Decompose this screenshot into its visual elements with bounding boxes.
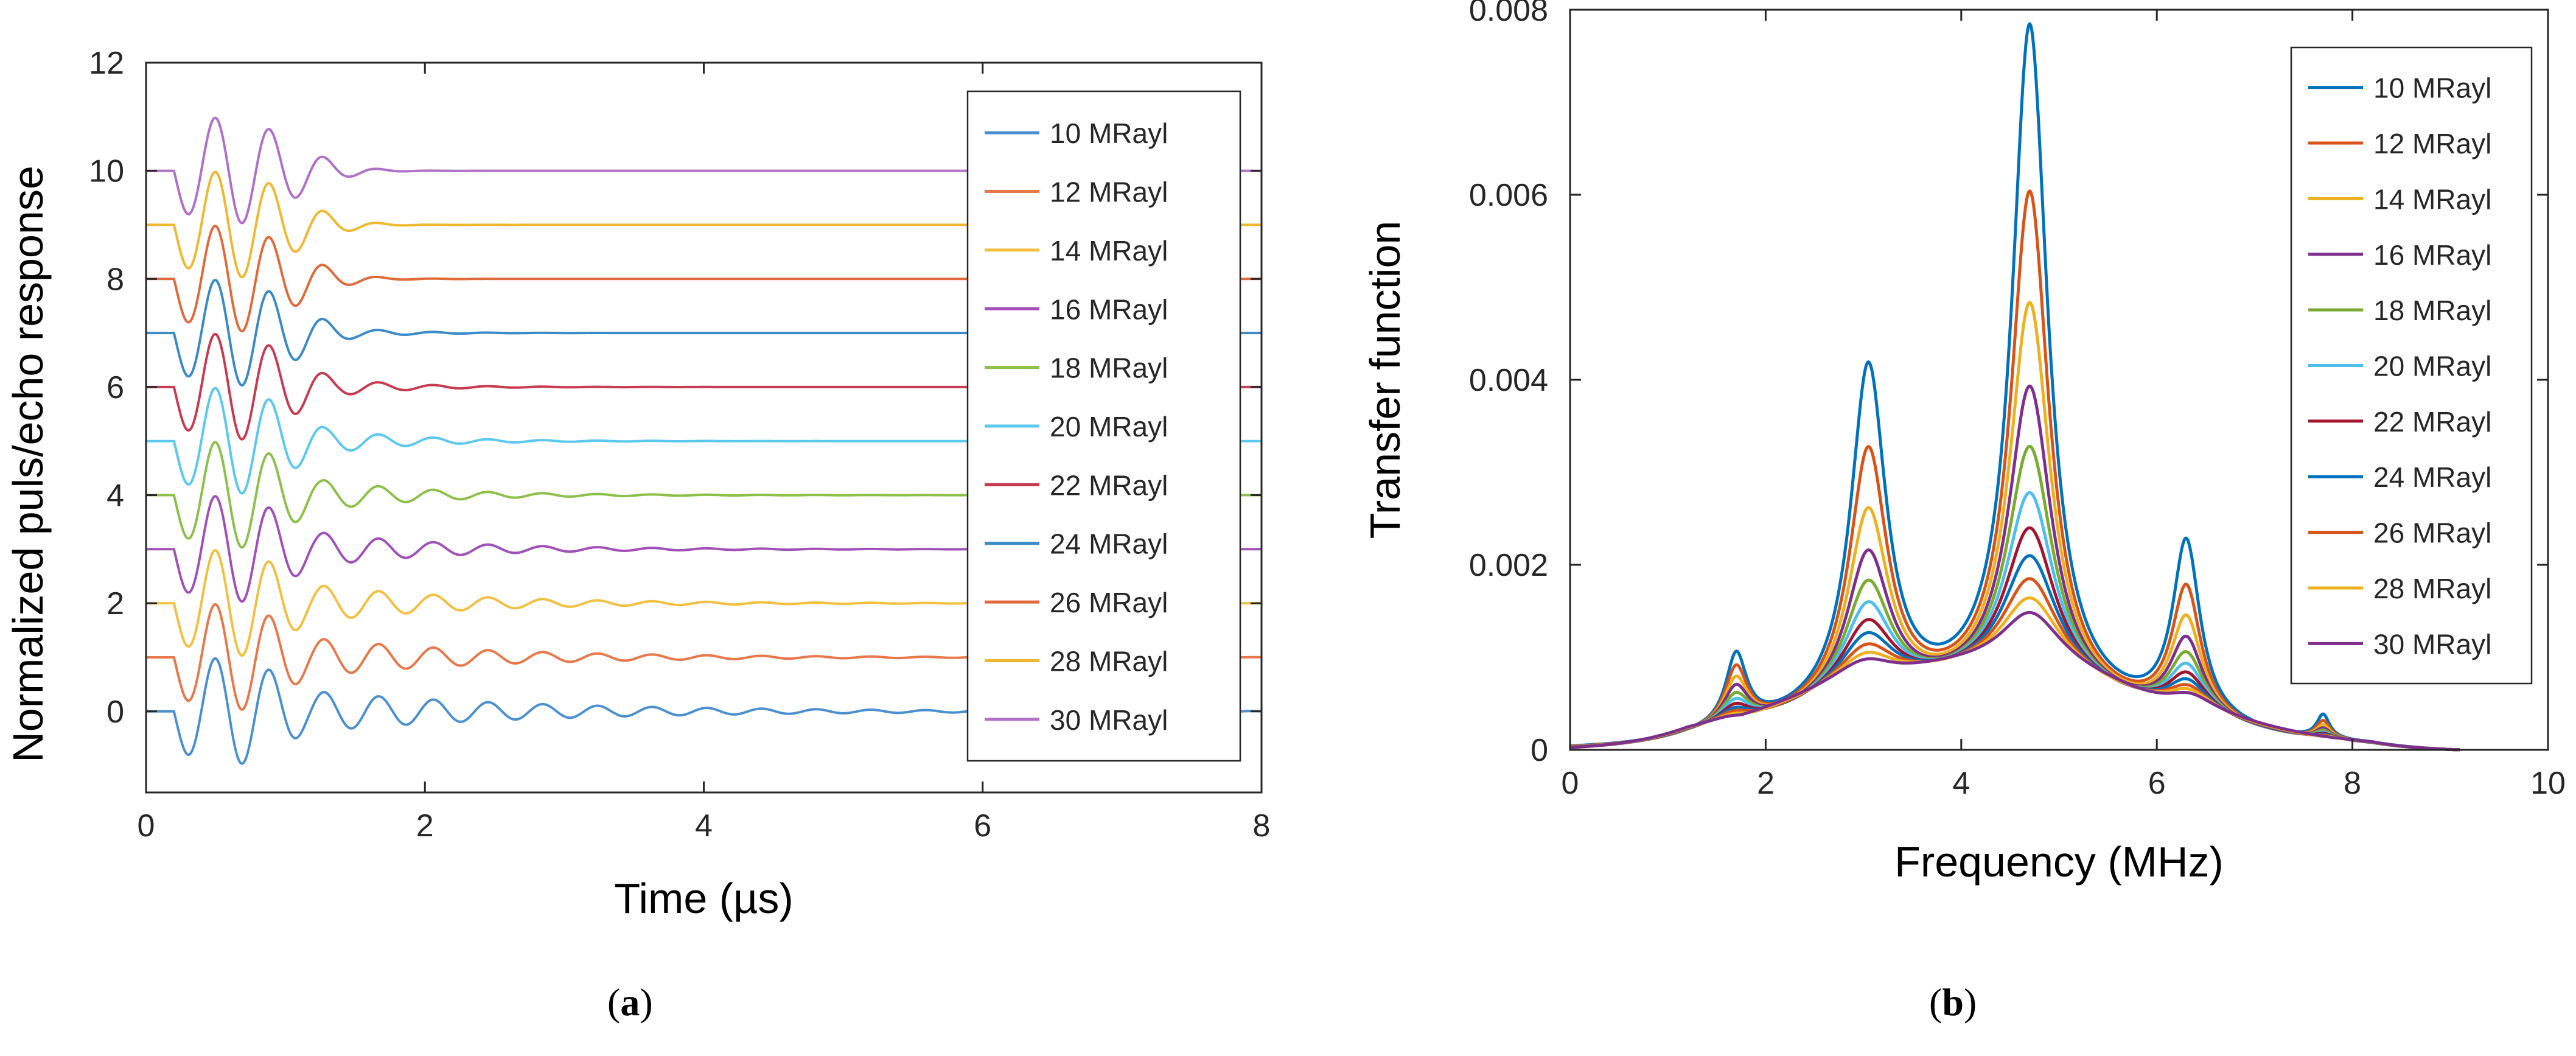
chart-a-legend-label: 16 MRayl <box>1050 293 1168 325</box>
caption-b: (b) <box>1929 980 1977 1025</box>
chart-a-legend-label: 26 MRayl <box>1050 587 1168 618</box>
chart-b-legend-label: 28 MRayl <box>2373 573 2491 604</box>
chart-b-x-tick-label: 6 <box>2148 766 2166 801</box>
chart-a-y-axis-label: Normalized puls/echo response <box>4 166 52 763</box>
chart-a-y-tick-label: 8 <box>106 262 124 297</box>
chart-a-y-tick-label: 2 <box>106 586 124 621</box>
chart-b-legend-label: 14 MRayl <box>2373 183 2491 215</box>
chart-b-y-tick-label: 0 <box>1531 733 1548 768</box>
chart-a-legend-label: 30 MRayl <box>1050 704 1168 736</box>
caption-a-open: ( <box>607 981 621 1024</box>
chart-a-x-tick-label: 2 <box>416 808 434 844</box>
chart-b-legend-label: 16 MRayl <box>2373 239 2491 271</box>
caption-a-letter: a <box>620 981 640 1024</box>
chart-b-x-axis-label: Frequency (MHz) <box>1894 838 2224 886</box>
chart-a-legend-label: 24 MRayl <box>1050 528 1168 560</box>
chart-b-legend-label: 22 MRayl <box>2373 406 2491 438</box>
chart-b-x-tick-label: 0 <box>1562 766 1579 801</box>
chart-a-legend-label: 18 MRayl <box>1050 352 1168 384</box>
chart-a-y-tick-label: 6 <box>106 370 124 405</box>
chart-b-legend-label: 30 MRayl <box>2373 628 2491 660</box>
chart-a-x-tick-label: 8 <box>1253 808 1271 844</box>
chart-b-y-tick-label: 0.002 <box>1469 548 1548 583</box>
chart-b-series-line <box>1569 610 2461 752</box>
chart-b: 0 2 4 6 8 10 0 0.002 0.004 0.006 0.008 Frequency (M… <box>1361 0 2566 886</box>
chart-b-y-tick-label: 0.008 <box>1469 0 1548 28</box>
caption-b-letter: b <box>1942 981 1964 1024</box>
chart-b-x-tick-label: 2 <box>1757 766 1775 801</box>
caption-a: (a) <box>607 980 653 1025</box>
chart-b-legend-label: 24 MRayl <box>2373 461 2491 493</box>
chart-a-y-tick-label: 10 <box>89 154 124 189</box>
chart-a-y-tick-label: 0 <box>106 694 124 730</box>
chart-a-legend-label: 22 MRayl <box>1050 469 1168 501</box>
chart-b-x-tick-label: 4 <box>1952 766 1970 801</box>
chart-b-legend-label: 10 MRayl <box>2373 72 2491 104</box>
caption-a-close: ) <box>640 981 653 1024</box>
chart-a-legend-label: 20 MRayl <box>1050 411 1168 442</box>
caption-b-open: ( <box>1929 981 1942 1024</box>
caption-b-close: ) <box>1963 981 1977 1024</box>
chart-b-legend-label: 12 MRayl <box>2373 128 2491 159</box>
chart-b-x-tick-label: 10 <box>2530 766 2566 801</box>
chart-a-y-tick-label: 4 <box>106 478 124 514</box>
chart-a-y-tick-label: 12 <box>89 46 124 81</box>
chart-b-y-axis-label: Transfer function <box>1361 221 1409 539</box>
chart-a-legend-label: 10 MRayl <box>1050 117 1168 149</box>
chart-b-y-tick-label: 0.006 <box>1469 178 1548 213</box>
chart-b-y-tick-label: 0.004 <box>1469 363 1548 398</box>
chart-a-x-tick-label: 0 <box>138 808 155 844</box>
chart-a-x-axis-label: Time (µs) <box>614 875 793 922</box>
chart-b-x-tick-label: 8 <box>2344 766 2361 801</box>
chart-b-legend-label: 18 MRayl <box>2373 295 2491 326</box>
chart-a-legend-label: 12 MRayl <box>1050 177 1168 208</box>
chart-a-x-tick-label: 6 <box>974 808 991 844</box>
chart-b-legend-label: 26 MRayl <box>2373 517 2491 549</box>
chart-a-legend-label: 14 MRayl <box>1050 235 1168 267</box>
chart-a-legend-label: 28 MRayl <box>1050 645 1168 677</box>
chart-a: 0 2 4 6 8 0 2 4 6 8 10 12 Time (µs) Normalized puls/e… <box>4 46 1270 922</box>
chart-a-x-tick-label: 4 <box>695 808 713 844</box>
chart-b-legend-label: 20 MRayl <box>2373 351 2491 382</box>
